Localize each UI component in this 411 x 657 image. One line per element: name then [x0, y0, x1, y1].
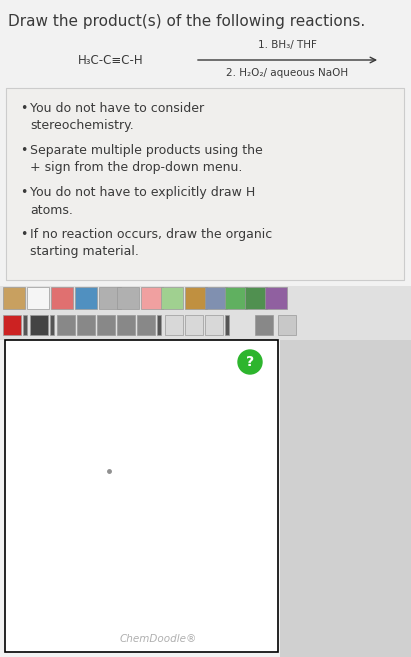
- Text: Draw the product(s) of the following reactions.: Draw the product(s) of the following rea…: [8, 14, 365, 29]
- Bar: [141, 287, 163, 309]
- Text: •: •: [20, 228, 28, 241]
- Text: ChemDoodle®: ChemDoodle®: [119, 634, 196, 644]
- Bar: [117, 287, 139, 309]
- Text: ?: ?: [246, 355, 254, 369]
- Text: If no reaction occurs, draw the organic
starting material.: If no reaction occurs, draw the organic …: [30, 228, 272, 258]
- Bar: [185, 287, 207, 309]
- Bar: [27, 287, 49, 309]
- Text: You do not have to consider
stereochemistry.: You do not have to consider stereochemis…: [30, 102, 204, 133]
- Bar: [165, 315, 183, 335]
- Bar: [137, 315, 155, 335]
- Text: You do not have to explicitly draw H
atoms.: You do not have to explicitly draw H ato…: [30, 186, 255, 217]
- Bar: [57, 315, 75, 335]
- Bar: [50, 315, 54, 335]
- Text: •: •: [20, 186, 28, 199]
- Bar: [225, 315, 229, 335]
- Bar: [0, 314, 411, 340]
- Text: 2. H₂O₂/ aqueous NaOH: 2. H₂O₂/ aqueous NaOH: [226, 68, 349, 78]
- Bar: [265, 287, 287, 309]
- Circle shape: [238, 350, 262, 374]
- Bar: [77, 315, 95, 335]
- Bar: [30, 315, 48, 335]
- Text: 1. BH₃/ THF: 1. BH₃/ THF: [258, 40, 317, 50]
- Bar: [97, 315, 115, 335]
- Bar: [255, 315, 273, 335]
- Bar: [0, 286, 411, 314]
- Text: •: •: [20, 144, 28, 157]
- Bar: [117, 315, 135, 335]
- Bar: [157, 315, 161, 335]
- Bar: [280, 286, 411, 657]
- Bar: [6, 88, 404, 280]
- Bar: [161, 287, 183, 309]
- Bar: [245, 287, 267, 309]
- Bar: [205, 287, 227, 309]
- Text: Separate multiple products using the
+ sign from the drop-down menu.: Separate multiple products using the + s…: [30, 144, 263, 175]
- Bar: [3, 315, 21, 335]
- Bar: [23, 315, 27, 335]
- Bar: [278, 315, 296, 335]
- Bar: [99, 287, 121, 309]
- Bar: [3, 287, 25, 309]
- Bar: [75, 287, 97, 309]
- Bar: [225, 287, 247, 309]
- Bar: [5, 340, 278, 652]
- Bar: [185, 315, 203, 335]
- Bar: [205, 315, 223, 335]
- Bar: [51, 287, 73, 309]
- Text: •: •: [20, 102, 28, 115]
- Text: H₃C-C≡C-H: H₃C-C≡C-H: [78, 53, 143, 66]
